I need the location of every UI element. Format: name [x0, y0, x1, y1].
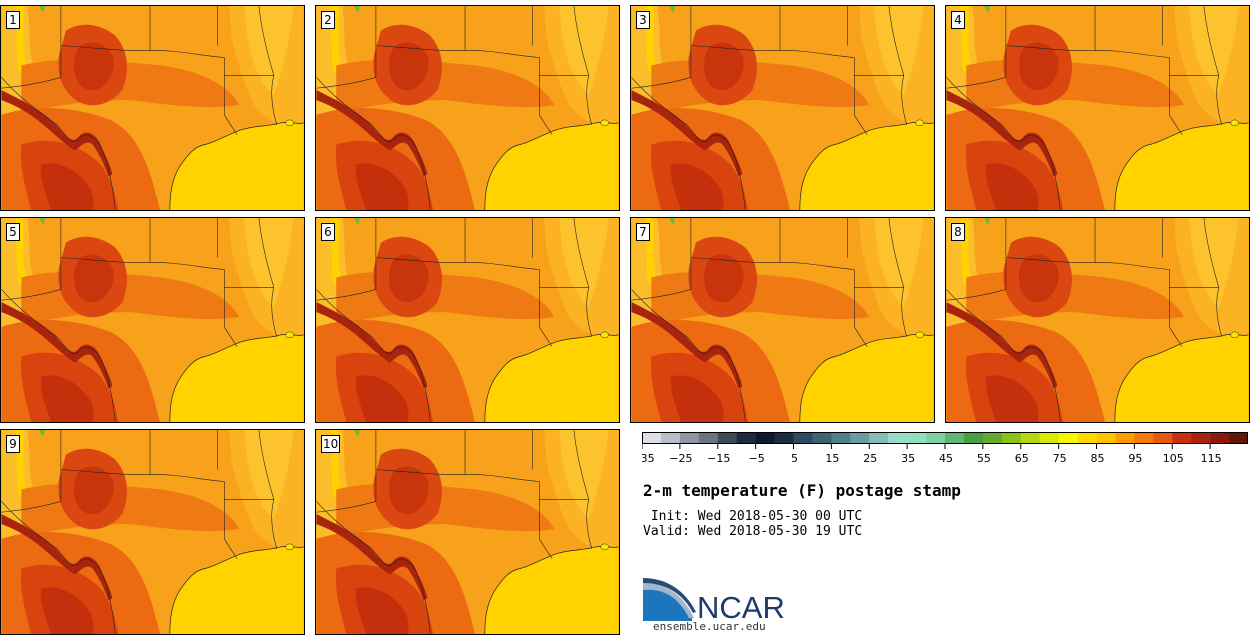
colorbar-tick-label: −35 [642, 452, 655, 465]
member-number-label: 5 [6, 223, 20, 241]
ncar-logo-text: NCAR [697, 590, 785, 622]
colorbar-swatch [907, 432, 927, 444]
colorbar-swatch [1210, 432, 1230, 444]
member-number-label: 1 [6, 11, 20, 29]
colorbar-swatch [774, 432, 794, 444]
colorbar-tick-label: −25 [669, 452, 692, 465]
colorbar-tick-label: 55 [977, 452, 991, 465]
colorbar-swatch [945, 432, 965, 444]
colorbar-swatch [1229, 432, 1248, 444]
colorbar-tick-label: −5 [749, 452, 765, 465]
colorbar-swatch [1096, 432, 1116, 444]
ensemble-member-panel-1: 1 [0, 5, 305, 211]
ensemble-member-panel-3: 3 [630, 5, 935, 211]
colorbar-swatch [1191, 432, 1211, 444]
colorbar-tick-label: 75 [1053, 452, 1067, 465]
colorbar-swatch [812, 432, 832, 444]
member-number-label: 10 [321, 435, 341, 453]
colorbar-tick-label: 5 [791, 452, 798, 465]
colorbar-swatch [1077, 432, 1097, 444]
colorbar-swatch [1001, 432, 1022, 444]
colorbar-swatch [679, 432, 700, 444]
colorbar-swatch [1115, 432, 1135, 444]
colorbar-tick-label: 25 [863, 452, 877, 465]
colorbar-border [642, 432, 1248, 444]
colorbar-swatch [888, 432, 908, 444]
colorbar-swatch [736, 432, 756, 444]
temperature-colorbar: −35 −25 −15 −5 5 15 25 35 45 55 65 75 85 95 105 115 [642, 432, 1248, 465]
colorbar-swatch [1134, 432, 1154, 444]
ensemble-member-panel-8: 8 [945, 217, 1250, 423]
colorbar-tick-label: 105 [1163, 452, 1184, 465]
ensemble-member-panel-6: 6 [315, 217, 620, 423]
member-number-label: 8 [951, 223, 965, 241]
init-time-label: Init: Wed 2018-05-30 00 UTC [643, 509, 863, 524]
colorbar-tick-label: −15 [707, 452, 730, 465]
ncar-swoosh-icon [643, 578, 696, 621]
colorbar-swatch [755, 432, 775, 444]
member-number-label: 9 [6, 435, 20, 453]
colorbar-swatch [850, 432, 870, 444]
ensemble-member-panel-2: 2 [315, 5, 620, 211]
colorbar-swatch [793, 432, 813, 444]
colorbar-swatch [1039, 432, 1059, 444]
colorbar-swatch [717, 432, 737, 444]
source-url: ensemble.ucar.edu [653, 620, 766, 633]
colorbar-tick-label: 95 [1128, 452, 1142, 465]
member-number-label: 2 [321, 11, 335, 29]
colorbar-swatch [1058, 432, 1078, 444]
member-number-label: 4 [951, 11, 965, 29]
temperature-map [1, 6, 304, 210]
colorbar-swatch [982, 432, 1003, 444]
colorbar-tick-label: 35 [901, 452, 915, 465]
valid-time-label: Valid: Wed 2018-05-30 19 UTC [643, 524, 863, 539]
temperature-map [316, 6, 619, 210]
colorbar-tick-label: 65 [1015, 452, 1029, 465]
temperature-map [316, 430, 619, 634]
colorbar-tick-label: 115 [1201, 452, 1222, 465]
ncar-logo: NCAR [643, 578, 785, 622]
temperature-map [946, 218, 1249, 422]
temperature-map [946, 6, 1249, 210]
colorbar-swatch [660, 432, 681, 444]
ensemble-member-panel-9: 9 [0, 429, 305, 635]
colorbar-tick-label: 15 [825, 452, 839, 465]
ensemble-member-panel-7: 7 [630, 217, 935, 423]
colorbar-swatch [698, 432, 719, 444]
colorbar-swatch [869, 432, 889, 444]
temperature-map [316, 218, 619, 422]
colorbar-swatch [1172, 432, 1192, 444]
member-number-label: 6 [321, 223, 335, 241]
temperature-map [631, 6, 934, 210]
ensemble-member-panel-4: 4 [945, 5, 1250, 211]
colorbar-swatch [926, 432, 946, 444]
temperature-map [631, 218, 934, 422]
member-number-label: 3 [636, 11, 650, 29]
colorbar-swatch [963, 432, 984, 444]
colorbar-tick-label: 45 [939, 452, 953, 465]
member-number-label: 7 [636, 223, 650, 241]
colorbar-swatch [1020, 432, 1040, 444]
temperature-map [1, 218, 304, 422]
ensemble-member-panel-5: 5 [0, 217, 305, 423]
ensemble-member-panel-10: 10 [315, 429, 620, 635]
temperature-map [1, 430, 304, 634]
colorbar-tick-label: 85 [1091, 452, 1105, 465]
colorbar-swatch [831, 432, 851, 444]
colorbar-swatch [642, 432, 662, 444]
figure-title: 2-m temperature (F) postage stamp [643, 481, 961, 500]
colorbar-swatch [1153, 432, 1173, 444]
